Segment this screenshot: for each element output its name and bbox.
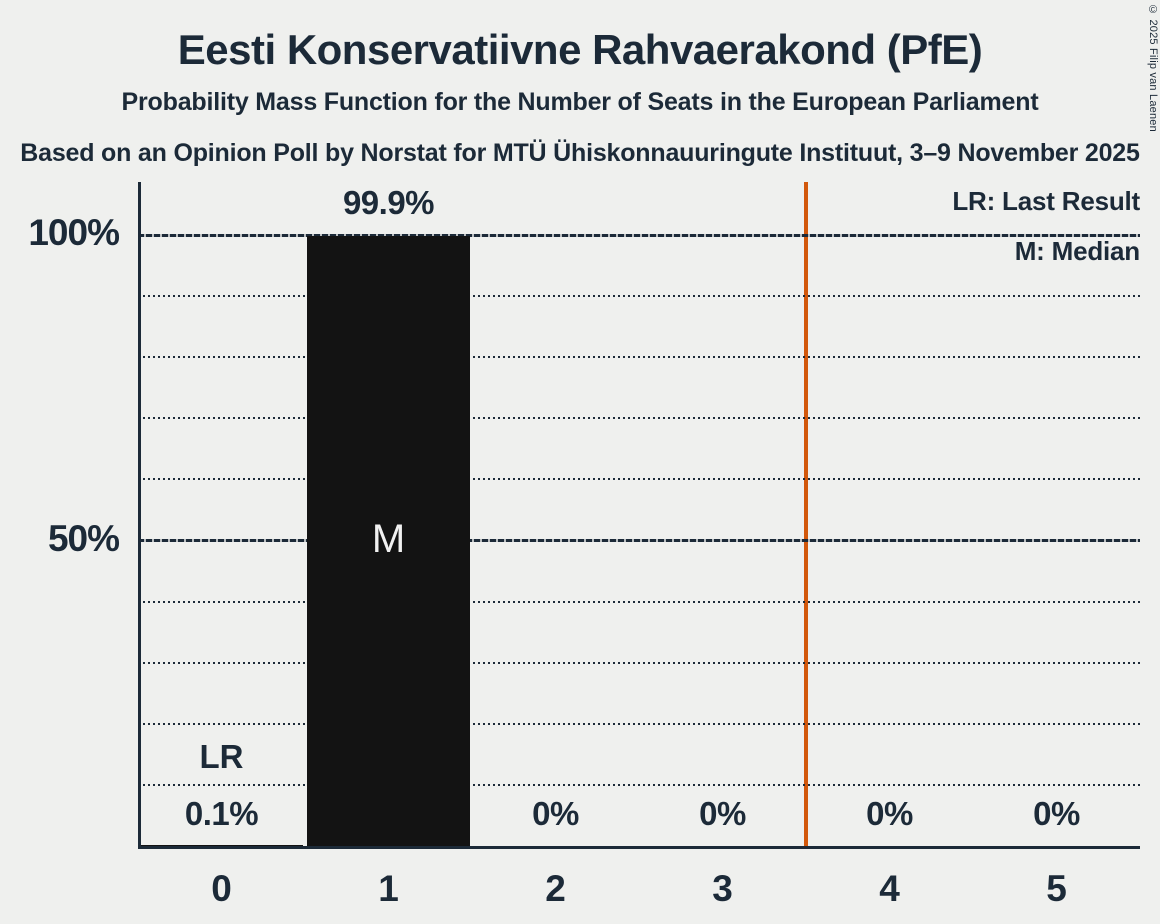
chart-title: Eesti Konservatiivne Rahvaerakond (PfE): [177, 26, 983, 73]
legend-median: M: Median: [1014, 236, 1141, 266]
x-axis-tick-label: 0: [211, 868, 232, 909]
bar-value-label: 0.1%: [184, 795, 259, 832]
bar-value-label: 99.9%: [342, 183, 435, 221]
gridline-minor: [138, 600, 1140, 603]
pmf-bar: [140, 845, 303, 846]
bar-value-label: 0%: [866, 795, 913, 832]
y-axis-tick-label: 100%: [28, 212, 120, 253]
gridline-minor: [138, 661, 1140, 664]
last-result-marker: LR: [199, 738, 244, 775]
majority-threshold-line: [804, 182, 808, 849]
chart-subtitle: Probability Mass Function for the Number…: [121, 88, 1039, 116]
pmf-bar: [307, 235, 470, 846]
gridline-major: [138, 539, 1140, 542]
y-axis-line: [138, 182, 141, 849]
gridline-major: [138, 233, 1140, 237]
gridline-minor: [138, 417, 1140, 420]
x-axis-line: [138, 846, 1140, 849]
x-axis-tick-label: 5: [1046, 868, 1067, 909]
bar-value-label: 0%: [1033, 795, 1080, 832]
plot-area: 0.1% LR 99.9% M 0% 0% 0% 0%: [138, 182, 1140, 849]
x-axis-tick-label: 2: [545, 868, 566, 909]
x-axis-tick-label: 1: [378, 868, 399, 909]
gridline-minor: [138, 722, 1140, 725]
bar-value-label: 0%: [699, 795, 746, 832]
copyright-notice: © 2025 Filip van Laenen: [1147, 4, 1159, 132]
x-axis-tick-label: 3: [712, 868, 733, 909]
y-axis-tick-label: 50%: [47, 517, 120, 559]
bar-value-label: 0%: [532, 795, 579, 832]
gridline-minor: [138, 783, 1140, 786]
gridline-minor: [138, 356, 1140, 359]
legend-last-result: LR: Last Result: [952, 186, 1140, 216]
x-axis-tick-label: 4: [879, 868, 900, 909]
chart-source-line: Based on an Opinion Poll by Norstat for …: [20, 139, 1140, 167]
gridline-minor: [138, 295, 1140, 298]
median-marker: M: [371, 516, 406, 561]
gridline-minor: [138, 478, 1140, 481]
